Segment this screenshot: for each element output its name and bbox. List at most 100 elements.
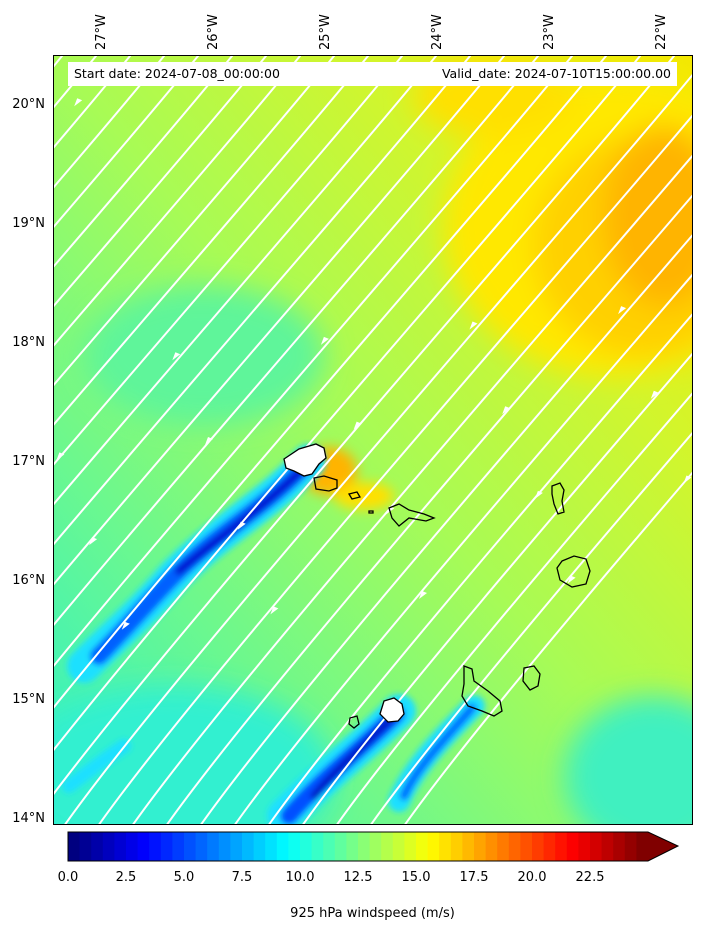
streamline (302, 352, 692, 824)
colorbar-cell (91, 832, 104, 861)
colorbar-cell (160, 832, 173, 861)
colorbar-cell (79, 832, 92, 861)
streamline (336, 392, 692, 824)
colorbar-cell (508, 832, 521, 861)
streamline-arrow (89, 537, 98, 546)
start-date: Start date: 2024-07-08_00:00:00 (74, 66, 280, 81)
streamline (370, 431, 692, 824)
streamline (54, 56, 166, 189)
colorbar-cell (358, 832, 371, 861)
colorbar-cell (485, 832, 498, 861)
island-sal (551, 482, 565, 515)
streamline (54, 56, 676, 795)
streamline-arrow (172, 352, 181, 361)
streamline-arrow (618, 306, 627, 315)
lat-label-15n: 15°N (12, 692, 45, 707)
streamline (166, 194, 692, 824)
streamline (54, 56, 472, 546)
colorbar-cell (474, 832, 487, 861)
streamline (54, 56, 370, 426)
streamline-arrow (205, 437, 213, 445)
colorbar-cell (555, 832, 568, 861)
island-sao-vicente (313, 475, 338, 492)
colorbar-cell (346, 832, 359, 861)
colorbar-cell (439, 832, 452, 861)
colorbar-cell (566, 832, 579, 861)
lon-label-25w: 25°W (318, 14, 333, 50)
streamline (54, 56, 540, 626)
colorbar-tick: 0.0 (57, 870, 79, 885)
streamline (64, 73, 692, 824)
colorbar-cell (404, 832, 417, 861)
streamline (54, 56, 132, 149)
colorbar-cell (416, 832, 429, 861)
windspeed-map (54, 56, 692, 824)
lon-label-22w: 22°W (654, 14, 669, 50)
streamline (98, 114, 692, 824)
streamline-arrow (56, 452, 65, 461)
colorbar-cell (137, 832, 150, 861)
island-branco (368, 510, 374, 514)
lat-label-19n: 19°N (12, 216, 45, 231)
colorbar-tick: 22.5 (575, 870, 605, 885)
colorbar-cell (311, 832, 324, 861)
streamline (234, 273, 692, 824)
colorbar-cell (636, 832, 649, 861)
colorbar-cell (207, 832, 220, 861)
coastlines (283, 443, 591, 729)
streamline (132, 154, 692, 824)
lon-label-27w: 27°W (94, 14, 109, 50)
map-panel (53, 55, 693, 825)
colorbar-cell (126, 832, 139, 861)
island-brava (348, 715, 360, 729)
lat-label-17n: 17°N (12, 454, 45, 469)
colorbar-tick: 15.0 (401, 870, 431, 885)
colorbar-cell (195, 832, 208, 861)
streamline (54, 56, 268, 308)
island-santa-luzia (347, 491, 362, 500)
streamlines (54, 56, 692, 824)
streamline-arrow (270, 606, 279, 615)
lat-label-20n: 20°N (12, 97, 45, 112)
date-info-box: Start date: 2024-07-08_00:00:00 Valid_da… (68, 62, 677, 86)
colorbar-cell (520, 832, 533, 861)
colorbar-tick: 20.0 (517, 870, 547, 885)
streamline (54, 56, 336, 387)
island-maio (522, 665, 541, 691)
lon-label-23w: 23°W (542, 14, 557, 50)
streamline-arrow (650, 390, 659, 399)
colorbar-tick: 17.5 (459, 870, 489, 885)
colorbar-cell (381, 832, 394, 861)
colorbar-cell (68, 832, 81, 861)
colorbar-cell (276, 832, 289, 861)
colorbar-cell (624, 832, 637, 861)
colorbar-tick: 2.5 (115, 870, 137, 885)
colorbar-cell (114, 832, 127, 861)
lon-label-24w: 24°W (430, 14, 445, 50)
colorbar-cell (218, 832, 231, 861)
valid-date: Valid_date: 2024-07-10T15:00:00.00 (441, 66, 671, 81)
streamline (54, 56, 574, 667)
colorbar-cell (497, 832, 510, 861)
colorbar-cell (253, 832, 266, 861)
streamline-arrow (683, 475, 692, 484)
island-santiago (461, 665, 503, 717)
streamline (54, 56, 404, 466)
streamline (54, 56, 200, 229)
lat-label-18n: 18°N (12, 335, 45, 350)
colorbar-cell (149, 832, 162, 861)
colorbar-cells (68, 832, 678, 861)
streamline-arrow (567, 575, 576, 584)
colorbar-cell (288, 832, 301, 861)
lat-label-14n: 14°N (12, 811, 45, 826)
colorbar-cell (601, 832, 614, 861)
streamline-arrow (534, 490, 543, 499)
colorbar-cell (242, 832, 255, 861)
colorbar-cell (450, 832, 463, 861)
island-boa-vista (556, 555, 591, 588)
streamline (54, 56, 302, 347)
streamline (54, 56, 608, 709)
island-fogo (379, 697, 405, 723)
streamline (404, 471, 692, 824)
streamline-arrow (353, 421, 362, 430)
